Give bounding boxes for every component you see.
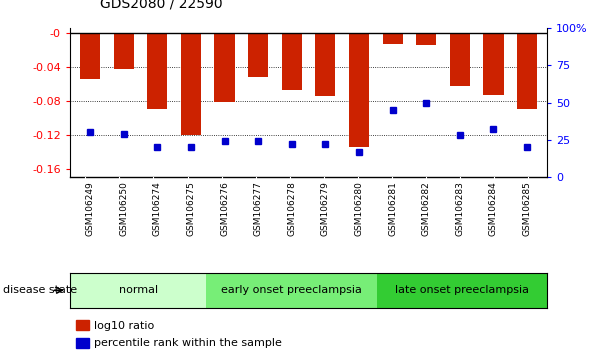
Text: GSM106275: GSM106275 — [187, 181, 195, 236]
Bar — [215, 33, 235, 102]
Text: GSM106284: GSM106284 — [489, 181, 498, 236]
Text: late onset preeclampsia: late onset preeclampsia — [395, 285, 529, 295]
Text: GDS2080 / 22590: GDS2080 / 22590 — [100, 0, 223, 11]
Text: disease state: disease state — [3, 285, 77, 295]
Bar — [316, 33, 336, 96]
Text: GSM106282: GSM106282 — [422, 181, 430, 236]
Text: GSM106249: GSM106249 — [86, 181, 95, 236]
Bar — [147, 33, 167, 109]
Bar — [517, 33, 537, 109]
Bar — [181, 33, 201, 135]
Text: GSM106280: GSM106280 — [354, 181, 364, 236]
Bar — [349, 33, 369, 147]
Bar — [450, 33, 470, 86]
Bar — [377, 273, 547, 308]
Text: GSM106276: GSM106276 — [220, 181, 229, 236]
Text: normal: normal — [119, 285, 157, 295]
Text: GSM106250: GSM106250 — [119, 181, 128, 236]
Text: GSM106285: GSM106285 — [522, 181, 531, 236]
Text: percentile rank within the sample: percentile rank within the sample — [94, 338, 282, 348]
Bar — [206, 273, 377, 308]
Bar — [282, 33, 302, 90]
Bar — [248, 33, 268, 77]
Text: GSM106281: GSM106281 — [388, 181, 397, 236]
Bar — [483, 33, 503, 95]
Bar — [70, 273, 206, 308]
Bar — [416, 33, 437, 45]
Text: GSM106274: GSM106274 — [153, 181, 162, 236]
Text: GSM106278: GSM106278 — [287, 181, 296, 236]
Bar — [80, 33, 100, 79]
Bar — [382, 33, 402, 44]
Text: GSM106279: GSM106279 — [321, 181, 330, 236]
Text: early onset preeclampsia: early onset preeclampsia — [221, 285, 362, 295]
Bar — [114, 33, 134, 69]
Text: log10 ratio: log10 ratio — [94, 321, 154, 331]
Text: GSM106277: GSM106277 — [254, 181, 263, 236]
Text: GSM106283: GSM106283 — [455, 181, 465, 236]
